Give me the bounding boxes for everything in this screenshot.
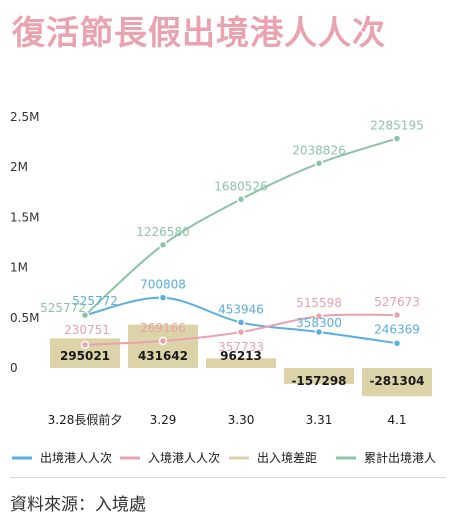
divider [10, 477, 446, 478]
y-tick-label: 2.5M [10, 110, 39, 124]
bar-data-label: 96213 [220, 349, 262, 363]
line-data-label: 230751 [64, 323, 110, 337]
line-data-label: 1226580 [136, 225, 189, 239]
data-point [80, 310, 90, 320]
data-point [158, 240, 168, 250]
data-point [392, 310, 402, 320]
bar [362, 368, 432, 397]
line-data-label: 525772 [40, 301, 86, 315]
bar-data-label: -281304 [369, 374, 424, 388]
line-data-label: 525772 [72, 294, 118, 308]
line-data-label: 269166 [140, 321, 186, 335]
y-tick-label: 1M [10, 261, 28, 275]
data-point [80, 340, 90, 350]
legend-label: 出境港人人次 [40, 450, 112, 465]
x-tick-label: 3.30 [228, 413, 255, 427]
bar-data-label: 295021 [60, 349, 110, 363]
bar [206, 358, 276, 368]
y-tick-label: 1.5M [10, 210, 39, 224]
line-data-label: 515598 [296, 296, 342, 310]
line-data-label: 700808 [140, 278, 186, 292]
legend-label: 入境港人人次 [148, 450, 220, 465]
chart: 2.5M 2M 1.5M 1M 0.5M 0 295021 431642 96213 -15729… [10, 110, 436, 465]
x-tick-label: 4.1 [387, 413, 406, 427]
x-tick-label: 3.31 [306, 413, 333, 427]
data-point [314, 311, 324, 321]
line-data-label: 2285195 [370, 119, 423, 133]
data-point [236, 318, 246, 327]
bar-data-label: 431642 [138, 349, 188, 363]
y-tick-label: 0.5M [10, 311, 39, 325]
data-point [314, 159, 324, 168]
bar-data-label: -157298 [291, 374, 346, 388]
legend-label: 累計出境港人 [364, 450, 436, 465]
line-data-label: 246369 [374, 322, 420, 336]
data-point [158, 293, 168, 302]
chart-title: 復活節長假出境港人人次 [12, 13, 386, 52]
y-tick-label: 2M [10, 160, 28, 174]
line-data-label: 2038826 [292, 143, 345, 157]
legend-label: 出入境差距 [257, 450, 317, 465]
data-point [314, 327, 324, 337]
data-point [236, 327, 246, 337]
bar [284, 368, 354, 384]
data-point [392, 134, 402, 143]
line-data-label: 358300 [296, 316, 342, 330]
x-tick-label: 3.29 [150, 413, 177, 427]
y-tick-label: 0 [10, 361, 18, 375]
source-note: 資料來源：入境處 [10, 495, 146, 515]
line-data-label: 527673 [374, 295, 420, 309]
series-line [84, 137, 398, 316]
bar [128, 324, 198, 368]
data-point [158, 336, 168, 346]
line-data-label: 1680526 [214, 179, 267, 193]
data-point [236, 195, 246, 204]
line-data-label: 357733 [218, 340, 264, 354]
line-data-label: 453946 [218, 302, 264, 316]
data-point [392, 339, 402, 348]
x-tick-label: 3.28長假前夕 [48, 412, 123, 427]
